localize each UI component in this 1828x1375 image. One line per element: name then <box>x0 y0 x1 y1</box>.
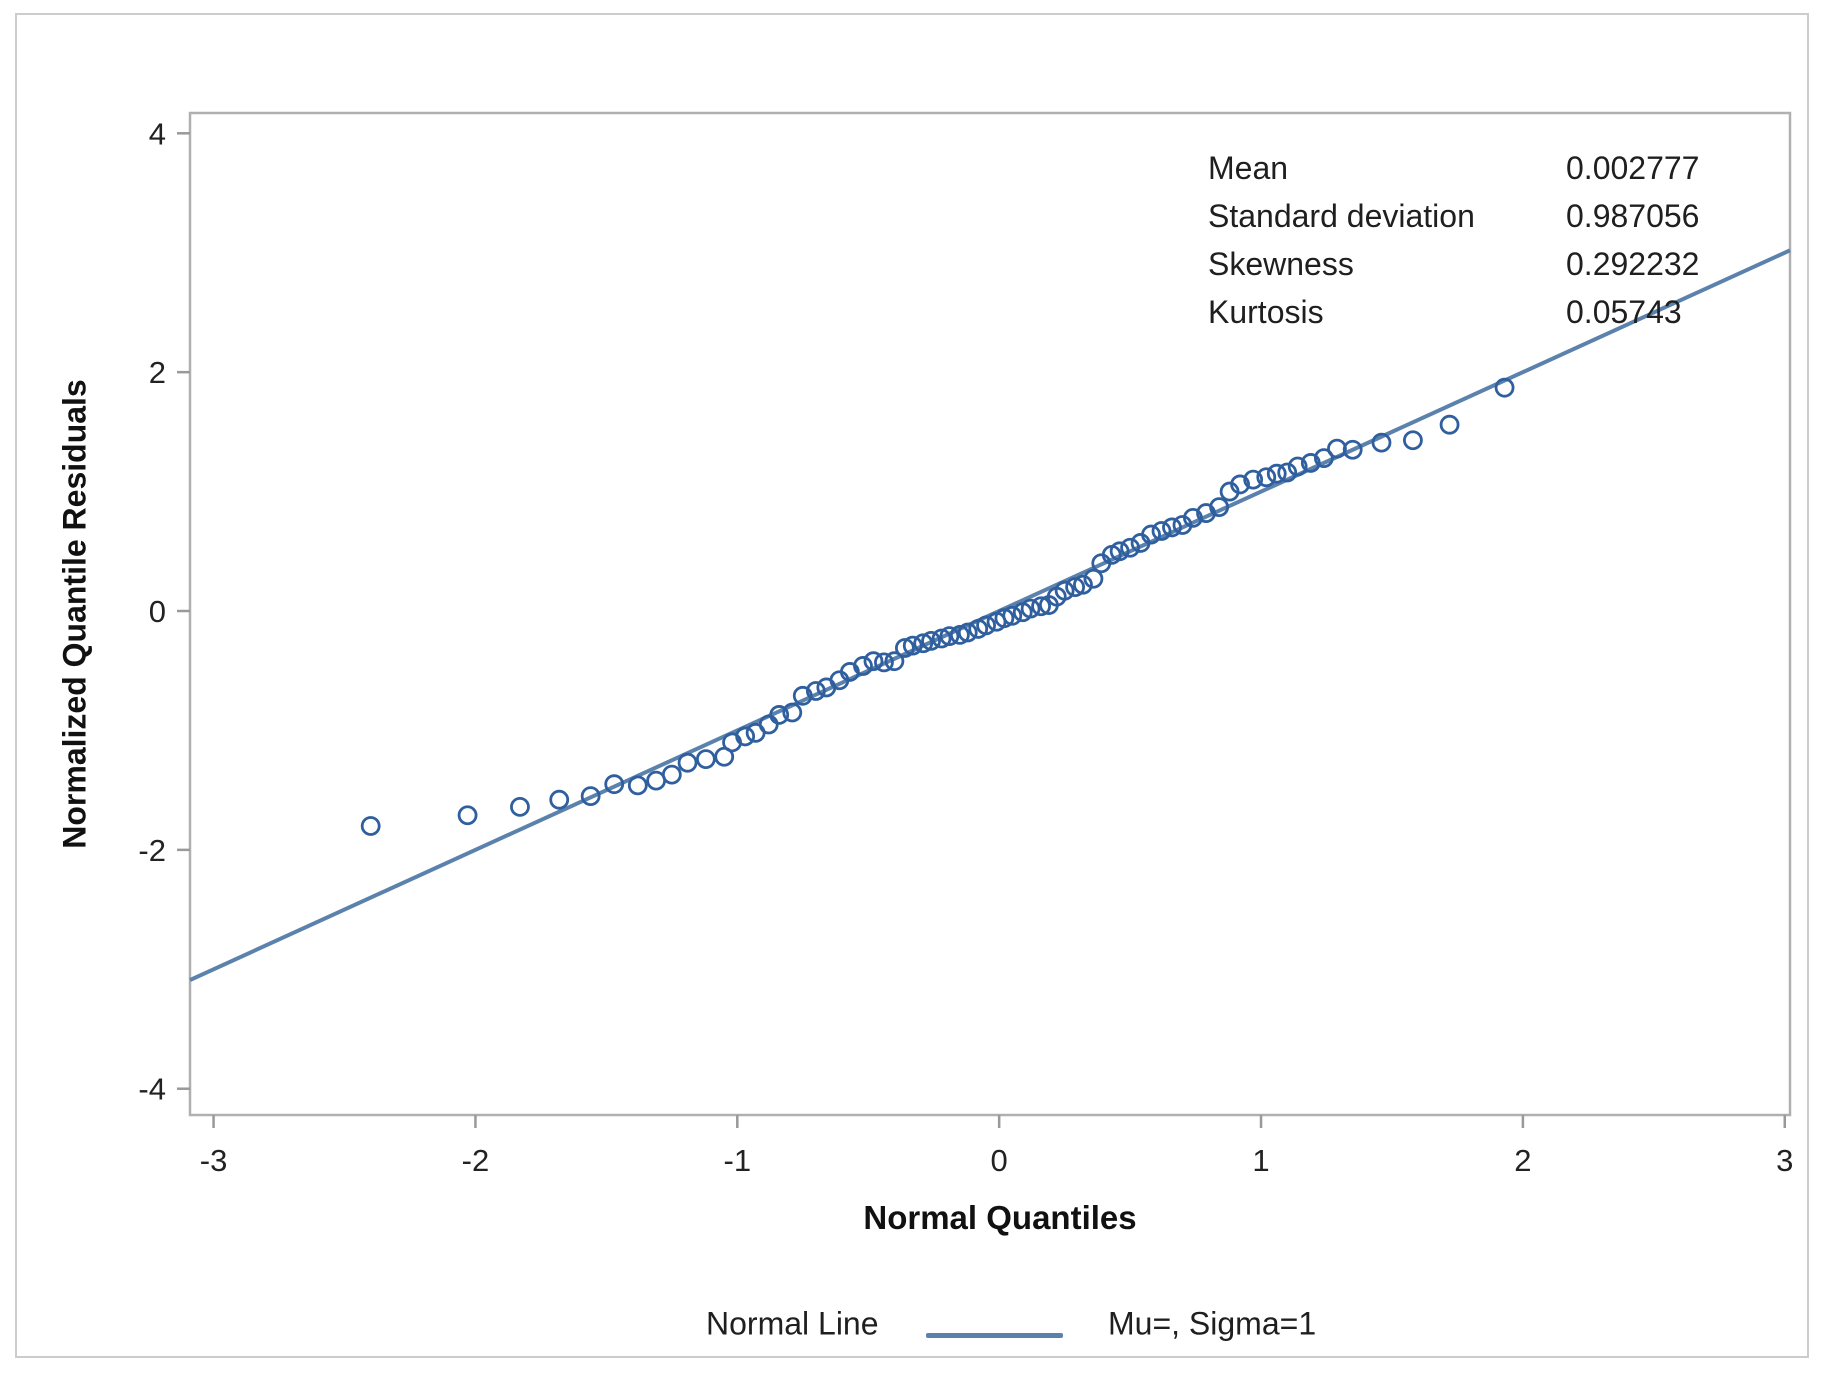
data-point <box>874 652 894 673</box>
data-point <box>758 714 779 735</box>
x-tick-label: -2 <box>462 1143 490 1178</box>
x-tick-label: 3 <box>1776 1143 1793 1178</box>
x-axis-title: Normal Quantiles <box>863 1199 1137 1236</box>
x-tick-label: 0 <box>991 1143 1008 1178</box>
x-tick-label: -1 <box>724 1143 752 1178</box>
stats-label-mean: Mean <box>1208 150 1289 186</box>
stats-value-skewness: 0.292232 <box>1566 246 1700 282</box>
data-point <box>1266 463 1287 484</box>
data-point <box>853 656 873 676</box>
stats-row-kurtosis: Kurtosis 0.05743 <box>1208 288 1768 336</box>
stats-label-skewness: Skewness <box>1208 246 1354 282</box>
data-point <box>1494 377 1515 398</box>
data-point <box>863 651 884 672</box>
data-point <box>1020 598 1041 619</box>
legend-line-swatch <box>926 1333 1063 1338</box>
data-point <box>1287 456 1308 477</box>
data-point <box>913 633 934 654</box>
plot-border <box>188 111 1792 1117</box>
data-point <box>939 626 960 646</box>
stats-row-mean: Mean 0.002777 <box>1208 144 1768 192</box>
data-point <box>949 624 970 645</box>
data-point <box>1243 469 1264 490</box>
data-point <box>792 685 813 706</box>
stats-row-skewness: Skewness 0.292232 <box>1208 240 1768 288</box>
data-point <box>360 816 381 836</box>
data-point <box>1256 467 1277 488</box>
data-point <box>1151 521 1172 541</box>
y-tick-label: 2 <box>149 355 166 390</box>
x-tick-label: 2 <box>1514 1143 1531 1178</box>
data-point <box>902 635 923 656</box>
stats-value-mean: 0.002777 <box>1566 150 1700 186</box>
data-point <box>1141 524 1161 545</box>
data-point <box>1073 574 1093 595</box>
data-point <box>1031 596 1051 617</box>
data-point <box>735 726 756 747</box>
data-point <box>1277 462 1298 483</box>
x-tick-label: 1 <box>1252 1143 1269 1178</box>
data-point <box>957 622 978 643</box>
data-point <box>549 789 570 810</box>
data-point <box>976 615 996 636</box>
data-point <box>894 638 915 658</box>
data-point <box>782 702 803 723</box>
data-point <box>695 749 716 770</box>
data-point <box>1083 568 1104 589</box>
data-point <box>1371 432 1392 453</box>
stats-value-stddev: 0.987056 <box>1566 198 1700 234</box>
data-point <box>805 681 826 701</box>
data-point <box>510 796 530 817</box>
stats-label-stddev: Standard deviation <box>1208 198 1475 234</box>
stats-value-kurtosis: 0.05743 <box>1566 294 1682 330</box>
data-point <box>1313 448 1334 469</box>
stats-box: Mean 0.002777 Standard deviation 0.98705… <box>1208 144 1768 336</box>
data-point <box>1162 517 1182 538</box>
data-point <box>1300 453 1321 473</box>
legend-series-label: Normal Line <box>706 1305 879 1342</box>
data-point <box>1183 507 1203 528</box>
data-point <box>604 774 625 795</box>
data-point <box>1065 577 1086 598</box>
data-point <box>580 786 601 807</box>
data-point <box>1109 541 1130 562</box>
data-point <box>769 705 790 725</box>
figure-outer-frame <box>15 13 1809 1358</box>
stats-row-stddev: Standard deviation 0.987056 <box>1208 192 1768 240</box>
data-point <box>1120 537 1140 558</box>
data-point <box>994 608 1015 629</box>
data-point <box>884 651 905 672</box>
data-point <box>1439 414 1460 435</box>
data-point <box>1230 474 1250 495</box>
x-tick-label: -3 <box>200 1143 228 1178</box>
data-point <box>1209 497 1230 518</box>
y-axis-title: Normalized Quantile Residuals <box>56 379 93 849</box>
data-point <box>627 775 648 796</box>
data-point <box>1054 580 1075 601</box>
stats-label-kurtosis: Kurtosis <box>1208 294 1324 330</box>
data-point <box>921 630 941 651</box>
data-point <box>1002 605 1023 626</box>
data-point <box>931 628 952 649</box>
data-point <box>1342 439 1363 460</box>
y-tick-label: -2 <box>138 833 166 868</box>
y-tick-label: -4 <box>138 1072 166 1107</box>
legend-line-label: Mu=, Sigma=1 <box>1108 1305 1317 1342</box>
data-point <box>661 764 682 785</box>
data-point <box>457 805 478 826</box>
y-tick-label: 4 <box>149 116 166 151</box>
data-point <box>1403 430 1423 451</box>
data-point <box>677 752 698 773</box>
y-tick-label: 0 <box>149 594 166 629</box>
